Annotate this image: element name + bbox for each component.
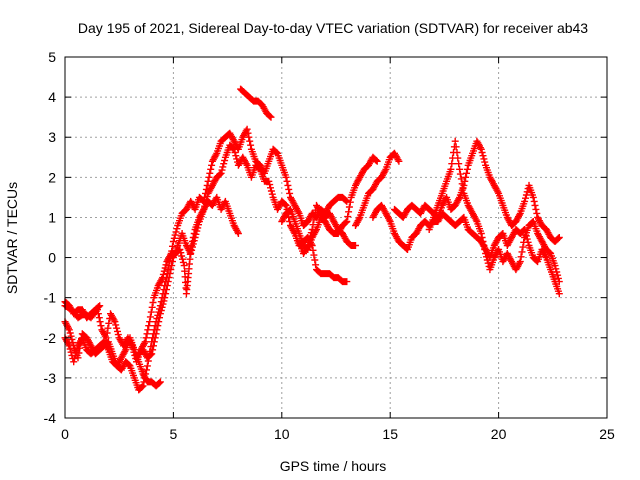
data-point-markers [295,201,359,257]
y-tick-label: 3 [48,129,56,145]
x-tick-label: 0 [61,426,69,442]
series-track-3 [61,125,351,394]
data-point-markers [61,125,351,394]
series-track-6 [237,85,275,121]
y-tick-label: 4 [48,89,56,105]
x-tick-label: 10 [274,426,290,442]
series-track-7 [278,153,381,253]
data-point-markers [135,193,242,362]
series-track-8 [295,201,359,257]
data-point-markers [391,137,563,245]
data-point-markers [237,85,275,121]
y-tick-label: 0 [48,250,56,266]
y-tick-label: 2 [48,169,56,185]
y-axis-label: SDTVAR / TECUs [4,182,20,294]
x-axis-label: GPS time / hours [280,458,387,474]
chart-title: Day 195 of 2021, Sidereal Day-to-day VTE… [78,20,588,36]
x-tick-label: 5 [170,426,178,442]
series-track-5 [135,193,242,362]
data-points [61,85,563,394]
y-tick-label: -3 [44,370,57,386]
y-tick-label: 1 [48,209,56,225]
x-tick-label: 20 [491,426,507,442]
tick-labels: 0 5 10 15 20 25 -4 -3 -2 -1 0 1 2 3 4 5 [44,49,615,442]
series-track-9 [352,149,403,229]
series-track-11 [391,137,563,245]
x-tick-label: 15 [382,426,398,442]
y-tick-label: -4 [44,410,57,426]
y-tick-label: -2 [44,330,57,346]
plot-frame [64,56,608,419]
data-point-markers [352,149,403,229]
y-tick-label: 5 [48,49,56,65]
data-point-markers [369,201,563,298]
data-point-markers [425,137,563,286]
data-point-markers [278,153,381,253]
series-track-10 [369,201,563,298]
x-tick-label: 25 [599,426,615,442]
y-tick-label: -1 [44,290,57,306]
axis-ticks [64,56,608,419]
series-track-12 [425,137,563,286]
